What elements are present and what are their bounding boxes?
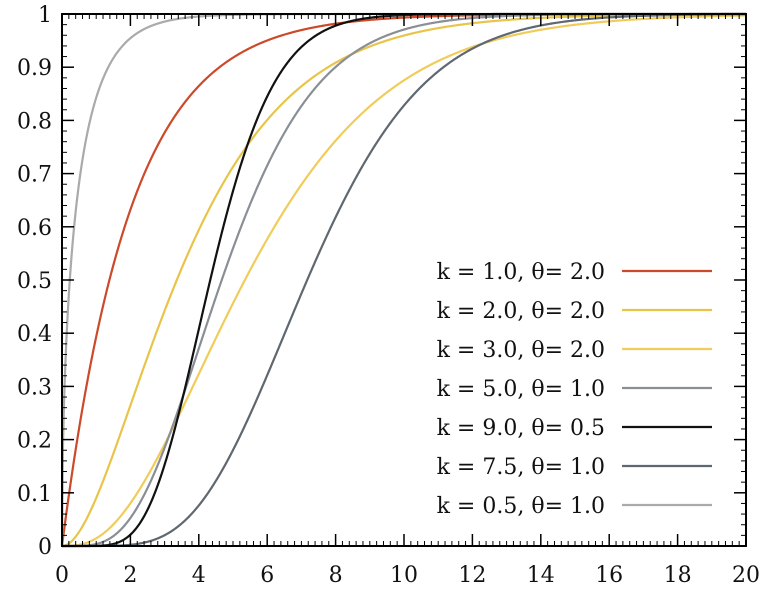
y-tick-label: 0.7 — [17, 163, 52, 188]
y-tick-label: 0.9 — [17, 56, 52, 81]
x-tick-label: 6 — [260, 563, 274, 588]
y-tick-label: 0 — [38, 535, 52, 560]
y-tick-label: 0.1 — [17, 482, 52, 507]
x-tick-label: 8 — [329, 563, 343, 588]
x-tick-label: 10 — [390, 563, 418, 588]
x-tick-label: 18 — [664, 563, 692, 588]
legend-label-6: k = 7.5, θ= 1.0 — [437, 455, 605, 480]
legend-label-2: k = 2.0, θ= 2.0 — [437, 299, 605, 324]
y-tick-label: 0.8 — [17, 109, 52, 134]
x-tick-label: 2 — [123, 563, 137, 588]
legend-label-7: k = 0.5, θ= 1.0 — [437, 494, 605, 519]
legend-label-3: k = 3.0, θ= 2.0 — [437, 338, 605, 363]
legend-label-1: k = 1.0, θ= 2.0 — [437, 260, 605, 285]
y-tick-label: 0.4 — [17, 322, 52, 347]
x-tick-label: 4 — [192, 563, 206, 588]
y-tick-label: 0.2 — [17, 429, 52, 454]
series-line-6 — [62, 13, 747, 548]
x-tick-label: 16 — [595, 563, 623, 588]
plot-frame — [61, 13, 747, 547]
legend: k = 1.0, θ= 2.0 k = 2.0, θ= 2.0 k = 3.0, θ… — [437, 260, 712, 519]
axis-tick-labels: 0 2 4 6 8 10 12 14 16 18 20 0 0.1 0.2 0.3 0.4 0.5 0.6 0.7 0… — [17, 3, 760, 588]
y-tick-label: 1 — [38, 3, 52, 28]
legend-label-4: k = 5.0, θ= 1.0 — [437, 377, 605, 402]
x-tick-label: 12 — [458, 563, 486, 588]
y-tick-label: 0.5 — [17, 269, 52, 294]
x-tick-label: 14 — [527, 563, 555, 588]
legend-label-5: k = 9.0, θ= 0.5 — [437, 416, 605, 441]
x-tick-label: 20 — [732, 563, 760, 588]
y-tick-label: 0.6 — [17, 216, 52, 241]
y-tick-label: 0.3 — [17, 375, 52, 400]
x-tick-label: 0 — [55, 563, 69, 588]
